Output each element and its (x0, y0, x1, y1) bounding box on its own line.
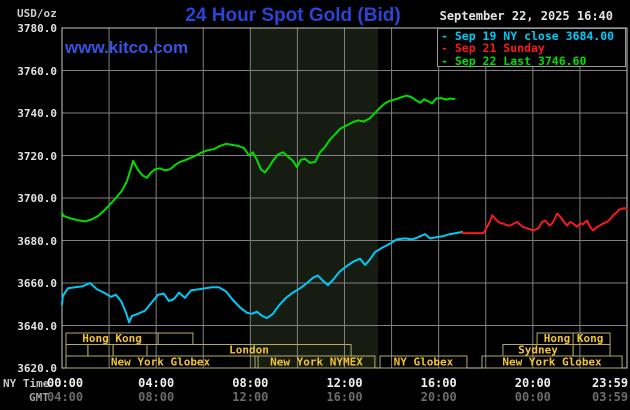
x-tick-label: 12:00 (232, 390, 269, 404)
session-label: New York Globex (502, 356, 602, 369)
session-box (65, 355, 256, 369)
session-box (379, 355, 468, 369)
session-label: Sydney (518, 344, 558, 357)
x-axis-row-name: GMT (29, 391, 49, 404)
price-line-sep-21 (461, 207, 628, 235)
x-tick-label: 20:00 (514, 376, 551, 390)
legend-entry: - Sep 21 Sunday (441, 41, 545, 56)
x-tick-label: 03:59 (592, 390, 629, 404)
legend-entry: - Sep 22 Last 3746.60 (441, 53, 587, 68)
chart-timestamp: September 22, 2025 16:40 (439, 9, 613, 23)
x-tick-label: 23:59 (592, 376, 629, 390)
session-label: Hong Kong (82, 332, 142, 345)
price-line-sep-19 (61, 231, 464, 324)
session-label: New York Globex (111, 356, 211, 369)
session-label: London (229, 344, 269, 357)
y-tick-label: 3760.0 (17, 64, 57, 78)
y-tick-label: 3620.0 (17, 362, 57, 375)
x-tick-label: 04:00 (138, 376, 175, 390)
session-box (157, 332, 194, 345)
y-tick-label: 3780.0 (17, 22, 57, 35)
kitco-watermark-link[interactable]: www.kitco.com (65, 38, 189, 57)
x-tick-label: 04:00 (47, 390, 84, 404)
y-tick-label: 3700.0 (17, 192, 57, 205)
x-tick-label: 00:00 (47, 376, 84, 390)
x-tick-label: 00:00 (514, 390, 551, 404)
session-box (572, 344, 611, 357)
x-tick-label: 08:00 (138, 390, 175, 404)
y-tick-label: 3720.0 (17, 149, 57, 163)
y-tick-label: 3640.0 (17, 319, 57, 333)
session-label: Hong Kong (544, 332, 604, 345)
session-box (112, 344, 148, 357)
y-tick-label: 3680.0 (17, 234, 57, 248)
unit-label: USD/oz (17, 7, 57, 20)
x-axis-row-name: NY Time (3, 377, 50, 390)
session-box (481, 355, 623, 369)
chart-legend: - Sep 19 NY close 3684.00- Sep 21 Sunday… (437, 28, 626, 67)
price-line-sep-22 (61, 94, 456, 223)
session-box (257, 355, 376, 369)
page-title: 24 Hour Spot Gold (Bid) (185, 5, 401, 26)
x-tick-label: 20:00 (420, 390, 457, 404)
session-label: New York NYMEX (270, 356, 363, 369)
session-box (65, 344, 89, 357)
x-tick-label: 16:00 (326, 390, 363, 404)
y-tick-label: 3660.0 (17, 277, 57, 290)
session-label: NY Globex (394, 356, 454, 369)
x-tick-label: 12:00 (326, 376, 363, 390)
y-tick-label: 3740.0 (17, 107, 57, 120)
x-tick-label: 08:00 (232, 376, 269, 390)
x-tick-label: 16:00 (420, 376, 457, 390)
legend-entry: - Sep 19 NY close 3684.00 (441, 29, 615, 43)
